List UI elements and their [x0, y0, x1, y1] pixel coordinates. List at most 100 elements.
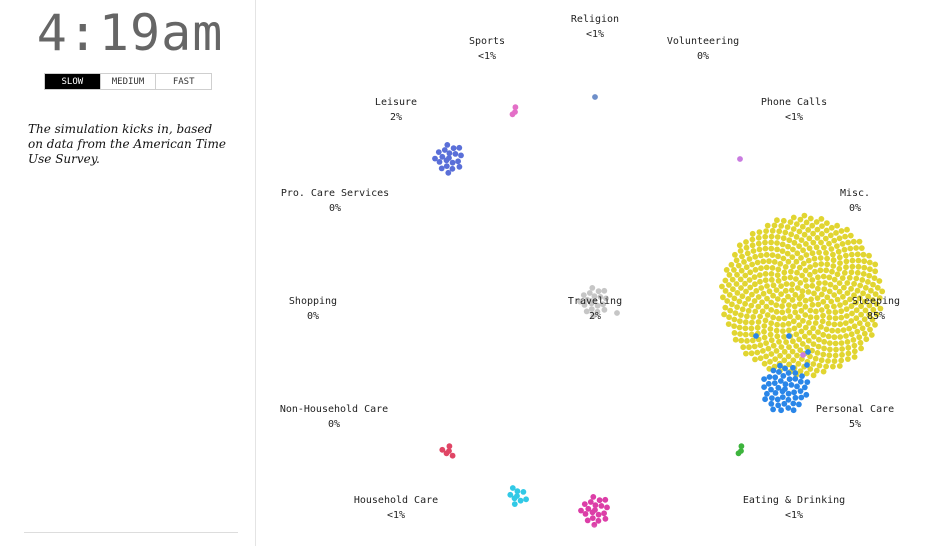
- person-dot: [738, 312, 744, 318]
- person-dot: [773, 302, 780, 308]
- person-dot: [793, 234, 800, 240]
- person-dot: [774, 321, 780, 328]
- person-dot: [811, 255, 818, 262]
- person-dot: [863, 336, 870, 343]
- person-dot: [865, 293, 872, 300]
- person-dot: [821, 286, 828, 292]
- person-dot: [785, 390, 792, 397]
- person-dot: [746, 277, 753, 283]
- speed-slow-button[interactable]: SLOW: [45, 74, 100, 89]
- person-dot: [813, 219, 820, 225]
- person-dot: [869, 297, 876, 303]
- person-dot: [854, 287, 861, 294]
- speed-medium-button[interactable]: MEDIUM: [99, 74, 156, 89]
- person-dot: [796, 295, 803, 302]
- person-dot: [749, 230, 756, 237]
- person-dot: [839, 346, 845, 352]
- person-dot: [789, 297, 796, 303]
- person-dot: [754, 349, 761, 356]
- person-dot: [786, 344, 792, 350]
- person-dot: [843, 252, 849, 259]
- dot-clusters: [432, 94, 886, 528]
- person-dot: [826, 352, 833, 359]
- person-dot: [739, 293, 746, 300]
- person-dot: [802, 324, 809, 331]
- person-dot: [757, 355, 764, 362]
- person-dot: [779, 388, 786, 395]
- label-household-care: Household Care <1%: [311, 493, 481, 523]
- person-dot: [744, 338, 750, 344]
- person-dot: [835, 248, 842, 255]
- person-dot: [836, 235, 843, 242]
- person-dot: [763, 264, 770, 271]
- person-dot: [846, 274, 853, 281]
- person-dot: [760, 258, 767, 265]
- person-dot: [743, 239, 749, 245]
- person-dot: [749, 319, 755, 326]
- person-dot: [789, 281, 796, 288]
- person-dot: [780, 373, 787, 379]
- person-dot: [836, 254, 843, 261]
- person-dot: [744, 250, 751, 257]
- person-dot: [800, 352, 806, 358]
- person-dot: [723, 267, 730, 273]
- person-dot: [781, 315, 788, 322]
- speed-fast-button[interactable]: FAST: [155, 74, 212, 89]
- person-dot: [829, 327, 836, 334]
- label-non-household-care: Non-Household Care 0%: [249, 402, 419, 432]
- person-dot: [817, 255, 824, 261]
- person-dot: [848, 331, 855, 338]
- person-dot: [752, 308, 759, 315]
- person-dot: [831, 358, 838, 364]
- person-dot: [812, 261, 819, 268]
- person-dot: [816, 362, 823, 369]
- person-dot: [790, 338, 796, 345]
- person-dot: [786, 376, 793, 383]
- person-dot: [770, 406, 776, 413]
- person-dot: [793, 258, 800, 265]
- person-dot: [791, 303, 798, 310]
- person-dot: [785, 307, 792, 314]
- person-dot: [779, 248, 786, 255]
- person-dot: [856, 238, 863, 245]
- person-dot: [812, 320, 819, 326]
- person-dot: [793, 343, 800, 349]
- person-dot: [825, 358, 831, 364]
- person-dot: [856, 320, 863, 327]
- person-dot: [789, 254, 796, 260]
- person-dot: [774, 217, 780, 224]
- person-dot: [838, 308, 845, 315]
- person-dot: [755, 303, 762, 310]
- person-dot: [856, 295, 863, 302]
- person-dot: [762, 233, 769, 240]
- person-dot: [798, 307, 805, 314]
- person-dot: [600, 301, 606, 308]
- person-dot: [858, 311, 864, 318]
- person-dot: [874, 284, 881, 291]
- person-dot: [794, 250, 801, 257]
- person-dot: [819, 231, 825, 237]
- person-dot: [771, 380, 778, 386]
- person-dot: [749, 291, 755, 298]
- person-dot: [758, 285, 765, 291]
- person-dot: [826, 314, 833, 321]
- person-dot: [802, 267, 809, 274]
- person-dot: [592, 502, 599, 509]
- person-dot: [729, 276, 736, 283]
- person-dot: [804, 344, 811, 351]
- person-dot: [824, 220, 830, 227]
- person-dot: [793, 276, 799, 282]
- person-dot: [810, 230, 816, 237]
- person-dot: [751, 274, 758, 280]
- person-dot: [845, 239, 851, 246]
- label-eating-drinking: Eating & Drinking <1%: [709, 493, 879, 523]
- person-dot: [778, 407, 784, 414]
- person-dot: [772, 356, 779, 362]
- activity-percent: 5%: [848, 419, 862, 430]
- person-dot: [796, 228, 803, 235]
- person-dot: [853, 275, 860, 282]
- person-dot: [770, 367, 777, 374]
- person-dot: [854, 269, 861, 276]
- person-dot: [602, 496, 609, 503]
- person-dot: [802, 277, 809, 283]
